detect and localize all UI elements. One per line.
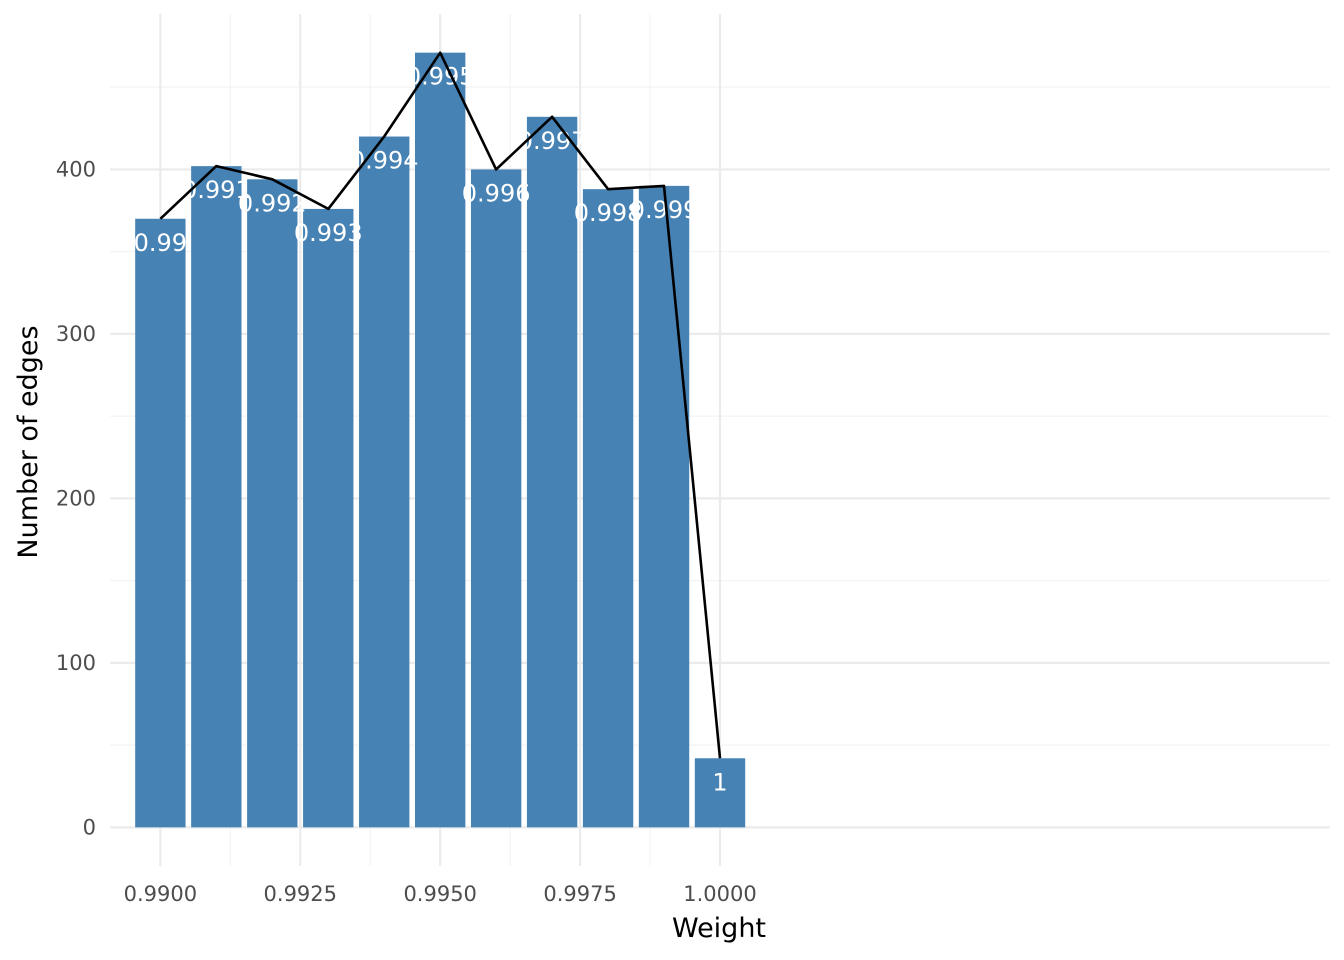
bar-value-label: 0.99	[134, 229, 187, 257]
y-tick-label: 400	[56, 157, 96, 181]
bar-value-label: 0.996	[462, 179, 531, 207]
bar	[247, 179, 298, 828]
series-line	[159, 51, 722, 759]
bar-value-label: 0.991	[182, 176, 251, 204]
bars	[135, 52, 746, 828]
bar-value-label: 0.994	[350, 147, 419, 175]
bar	[191, 166, 242, 828]
y-tick-label: 100	[56, 651, 96, 675]
bar	[694, 758, 746, 828]
bar-value-label: 0.993	[294, 219, 363, 247]
bar	[582, 189, 634, 828]
bar-value-label: 0.998	[574, 199, 643, 227]
x-tick-labels: 0.9900 0.9925 0.9950 0.9975 1.0000	[124, 882, 757, 906]
bar	[415, 52, 466, 828]
x-tick-label: 0.9950	[403, 882, 476, 906]
bar-value-label: 0.997	[518, 127, 587, 155]
y-tick-label: 300	[56, 322, 96, 346]
bar-value-label: 0.999	[630, 196, 699, 224]
trend-line	[159, 51, 722, 759]
bar	[359, 136, 410, 828]
bar	[526, 116, 578, 828]
y-tick-label: 0	[83, 815, 96, 839]
y-tick-label: 200	[56, 486, 96, 510]
bar-labels: 0.990.9910.9920.9930.9940.9950.9960.9970…	[134, 63, 728, 797]
bar	[638, 185, 690, 828]
y-axis-title: Number of edges	[13, 325, 44, 558]
x-axis-title: Weight	[672, 913, 766, 944]
bar	[135, 218, 186, 828]
bar-value-label: 0.992	[238, 189, 307, 217]
y-tick-labels: 0 100 200 300 400	[56, 157, 96, 839]
x-tick-label: 0.9925	[264, 882, 337, 906]
bar	[303, 208, 354, 828]
x-tick-label: 0.9900	[124, 882, 197, 906]
x-tick-label: 0.9975	[543, 882, 616, 906]
x-tick-label: 1.0000	[683, 882, 756, 906]
bar	[470, 169, 522, 828]
bar-value-label: 1	[712, 768, 727, 796]
